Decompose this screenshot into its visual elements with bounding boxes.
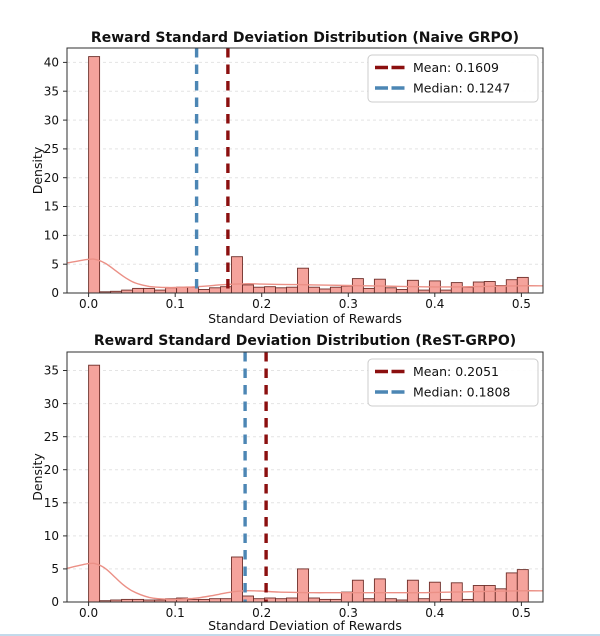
legend-box — [367, 54, 539, 103]
x-tick-label: 0.5 — [512, 297, 531, 311]
histogram-bar — [286, 597, 298, 603]
histogram-bar — [286, 286, 298, 294]
histogram-bar — [395, 289, 408, 294]
legend-rest-grpo: Mean: 0.2051 Median: 0.1808 — [367, 358, 539, 407]
histogram-bar — [373, 578, 386, 603]
y-tick-label: 15 — [44, 496, 59, 510]
x-axis-label-naive-grpo: Standard Deviation of Rewards — [208, 311, 402, 326]
histogram-bar — [483, 585, 496, 603]
histogram-bar — [275, 287, 287, 294]
histogram-bar — [242, 284, 254, 294]
histogram-bar — [362, 287, 375, 294]
y-tick-label: 0 — [51, 595, 59, 609]
y-tick-label: 35 — [44, 84, 59, 98]
histogram-bar — [209, 287, 221, 294]
x-tick-label: 0.1 — [166, 606, 185, 620]
x-tick-label: 0.0 — [79, 297, 98, 311]
legend-mean-label: Mean: 0.2051 — [413, 364, 499, 379]
histogram-bar — [88, 56, 101, 294]
x-tick-label: 0.2 — [252, 606, 271, 620]
histogram-bar — [308, 286, 320, 294]
chart-title-rest-grpo: Reward Standard Deviation Distribution (… — [94, 333, 516, 349]
x-tick-label: 0.2 — [252, 297, 271, 311]
chart-panel-naive-grpo: 0.0 0.1 0.2 0.3 0.4 0.5 0 5 10 15 20 25 30 35 40 Rewar… — [30, 30, 544, 326]
y-tick-label: 10 — [44, 529, 59, 543]
bottom-edge-artifact-line — [0, 634, 600, 636]
y-tick-label: 5 — [51, 562, 59, 576]
x-axis-label-rest-grpo: Standard Deviation of Rewards — [208, 618, 402, 633]
x-tick-label: 0.4 — [425, 606, 444, 620]
y-axis-label-rest-grpo: Density — [30, 453, 45, 501]
histogram-bar — [231, 556, 243, 603]
histogram-bar — [143, 287, 156, 294]
kde-curve — [66, 258, 544, 289]
plot-border — [66, 47, 544, 294]
histogram-bar — [384, 287, 397, 294]
y-tick-label: 0 — [51, 286, 59, 300]
legend-median-label: Median: 0.1247 — [413, 81, 510, 96]
histogram-bar — [264, 286, 276, 294]
histogram-bar — [231, 256, 243, 294]
histogram-bar — [351, 579, 364, 603]
y-tick-label: 15 — [44, 200, 59, 214]
histogram-bar — [253, 286, 265, 294]
legend-naive-grpo: Mean: 0.1609 Median: 0.1247 — [367, 54, 539, 103]
legend-median-label: Median: 0.1808 — [413, 385, 510, 400]
histogram-bar — [461, 286, 474, 294]
kde-curve — [66, 562, 544, 601]
histogram-bar — [329, 286, 342, 294]
legend-box — [367, 358, 539, 407]
y-tick-label: 25 — [44, 142, 59, 156]
plot-border — [66, 351, 544, 603]
y-tick-label: 30 — [44, 397, 59, 411]
y-tick-label: 5 — [51, 257, 59, 271]
histogram-bar — [340, 591, 353, 603]
histogram-bar — [165, 287, 178, 294]
plot-area-rest-grpo: 0.0 0.1 0.2 0.3 0.4 0.5 0 5 10 15 20 25 30 35 — [44, 351, 544, 620]
histogram-bar — [516, 569, 529, 603]
y-tick-label: 40 — [44, 56, 59, 70]
histogram-bar — [483, 281, 496, 294]
x-tick-label: 0.5 — [512, 606, 531, 620]
legend-mean-label: Mean: 0.1609 — [413, 60, 499, 75]
x-tick-label: 0.4 — [425, 297, 444, 311]
chart-panel-rest-grpo: 0.0 0.1 0.2 0.3 0.4 0.5 0 5 10 15 20 25 30 35 Reward … — [30, 333, 544, 633]
y-tick-label: 20 — [44, 171, 59, 185]
histogram-bar — [472, 281, 485, 294]
histogram-bar — [406, 579, 419, 603]
histogram-bar — [297, 267, 309, 294]
histogram-bar — [88, 364, 101, 603]
histogram-bar — [505, 572, 518, 603]
y-axis-label-naive-grpo: Density — [30, 146, 45, 194]
histogram-bar — [319, 288, 331, 294]
histogram-bar — [297, 568, 309, 603]
histogram-bar — [450, 282, 463, 294]
y-tick-label: 20 — [44, 463, 59, 477]
y-tick-label: 25 — [44, 430, 59, 444]
x-tick-label: 0.1 — [166, 297, 185, 311]
y-tick-label: 30 — [44, 113, 59, 127]
histogram-bar — [340, 285, 353, 294]
y-tick-label: 10 — [44, 229, 59, 243]
histogram-bar — [472, 585, 485, 603]
y-tick-label: 35 — [44, 364, 59, 378]
histogram-bar — [308, 597, 320, 603]
histogram-bar — [220, 286, 232, 294]
x-tick-label: 0.3 — [339, 606, 358, 620]
x-tick-label: 0.0 — [79, 606, 98, 620]
histogram-bar — [198, 289, 210, 294]
x-tick-label: 0.3 — [339, 297, 358, 311]
histogram-bar — [132, 287, 145, 294]
chart-title-naive-grpo: Reward Standard Deviation Distribution (… — [91, 30, 519, 46]
